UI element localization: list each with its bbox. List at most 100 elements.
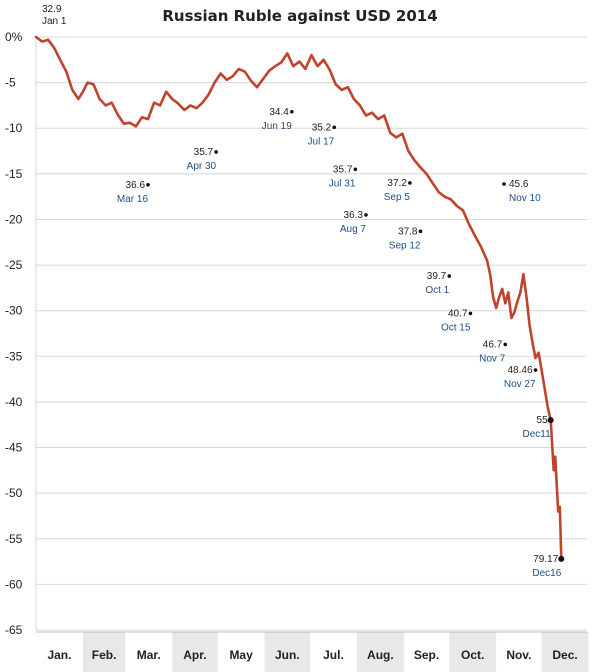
annotation-dot (558, 555, 565, 562)
annotation-dot (418, 229, 423, 234)
annotation-dot (214, 150, 218, 154)
x-tick-label: Nov. (506, 648, 531, 662)
annotation-date: Oct 1 (425, 285, 449, 296)
annotation-dot (353, 167, 358, 172)
annotation-value: 36.3 (344, 210, 364, 221)
annotation: 34.4 Jun 19 (262, 107, 294, 132)
annotation-dot (332, 125, 337, 130)
x-tick-label: May (229, 648, 253, 662)
y-tick-label: -35 (5, 349, 23, 363)
chart-title: Russian Ruble against USD 2014 (162, 7, 437, 25)
annotation-value: 35.7 (333, 164, 353, 175)
x-tick-label: Aug. (367, 648, 394, 662)
y-tick-label: -25 (5, 258, 23, 272)
annotation-value: 35.2 (312, 122, 332, 133)
annotation: 45.6 Nov 10 (502, 179, 541, 204)
annotation: 36.3 Aug 7 (340, 210, 368, 235)
annotation: 46.7 Nov 7 (479, 339, 508, 364)
annotation-value: 37.8 (398, 226, 418, 237)
x-tick-label: Feb. (92, 648, 117, 662)
month-band (172, 632, 218, 672)
y-tick-label: -55 (5, 532, 23, 546)
annotation-date: Jun 19 (262, 121, 292, 132)
annotation-date: Jan 1 (42, 16, 67, 27)
y-tick-label: -50 (5, 486, 23, 500)
month-band (82, 632, 126, 672)
annotation-dot (290, 110, 294, 114)
annotation-date: Oct 15 (441, 322, 471, 333)
annotation-value: 35.7 (194, 147, 214, 158)
x-tick-label: Dec. (552, 648, 577, 662)
y-tick-label: -60 (5, 577, 23, 591)
annotation-value: 32.9 (42, 4, 62, 15)
annotation: 35.2 Jul 17 (308, 122, 337, 147)
annotation-date: Dec11 (522, 429, 551, 440)
y-tick-label: -5 (5, 76, 16, 90)
x-tick-label: Mar. (137, 648, 161, 662)
annotation-date: Jul 31 (329, 178, 356, 189)
annotation: 55 Dec11 (522, 415, 554, 440)
annotation: 48.46 Nov 27 (504, 365, 538, 390)
x-tick-label: Jul. (323, 648, 344, 662)
annotation: 39.7 Oct 1 (425, 271, 452, 296)
annotation-value: 40.7 (448, 308, 468, 319)
x-tick-label: Oct. (461, 648, 484, 662)
annotation-dot (503, 342, 508, 347)
annotation-date: Apr 30 (187, 161, 217, 172)
annotation-value: 46.7 (483, 339, 503, 350)
annotation-dot (447, 274, 452, 278)
annotation: 79.17 Dec16 (532, 554, 565, 579)
month-bands (82, 632, 589, 672)
annotation-date: Aug 7 (340, 224, 367, 235)
annotation-dot (547, 417, 554, 424)
annotation: 37.8 Sep 12 (389, 226, 423, 251)
annotation-value: 34.4 (269, 107, 289, 118)
annotation-value: 48.46 (508, 365, 533, 376)
annotation-dot (502, 182, 506, 186)
x-tick-label: Jun. (275, 648, 300, 662)
annotation: 37.2 Sep 5 (384, 178, 412, 203)
month-band (541, 632, 589, 672)
y-tick-label: -20 (5, 212, 23, 226)
month-band (264, 632, 310, 672)
annotation: 35.7 Apr 30 (187, 147, 218, 172)
annotation: 35.7 Jul 31 (329, 164, 358, 189)
x-tick-label: Jan. (47, 648, 71, 662)
annotation: 40.7 Oct 15 (441, 308, 473, 333)
x-tick-label: Sep. (414, 648, 439, 662)
annotation-dot (468, 311, 473, 316)
y-tick-label: -30 (5, 304, 23, 318)
annotation-dot (146, 182, 150, 187)
y-tick-label: -40 (5, 395, 23, 409)
annotation-date: Sep 12 (389, 240, 421, 251)
month-band (449, 632, 497, 672)
annotation-value: 45.6 (509, 179, 529, 190)
annotation-date: Mar 16 (117, 194, 149, 205)
annotation-dot (533, 368, 538, 372)
gridlines (35, 36, 587, 633)
y-tick-label: 0% (5, 30, 23, 44)
annotation: 36.6 Mar 16 (117, 180, 150, 205)
y-tick-label: -15 (5, 167, 23, 181)
annotation-value: 79.17 (533, 554, 558, 565)
y-tick-label: -65 (5, 623, 23, 637)
annotation-value: 36.6 (126, 180, 146, 191)
annotation-value: 37.2 (387, 178, 407, 189)
annotation-date: Nov 10 (509, 193, 541, 204)
annotation-date: Nov 7 (479, 353, 506, 364)
month-band (356, 632, 404, 672)
annotation-value: 39.7 (427, 271, 447, 282)
annotation-date: Nov 27 (504, 379, 536, 390)
annotation-value: 55 (537, 415, 549, 426)
annotation-date: Sep 5 (384, 192, 411, 203)
annotation-date: Jul 17 (308, 136, 335, 147)
annotation-date: Dec16 (532, 568, 561, 579)
annotation-dot (408, 181, 412, 185)
series-line (34, 35, 563, 561)
y-axis-ticks: 0% -5 -10 -15 -20 -25 -30 -35 -40 -45 -50 -55 -60 -65 (5, 30, 23, 637)
y-tick-label: -45 (5, 441, 23, 455)
x-axis-ticks: Jan. Feb. Mar. Apr. May Jun. Jul. Aug. Sep. Oct. N… (47, 648, 577, 662)
